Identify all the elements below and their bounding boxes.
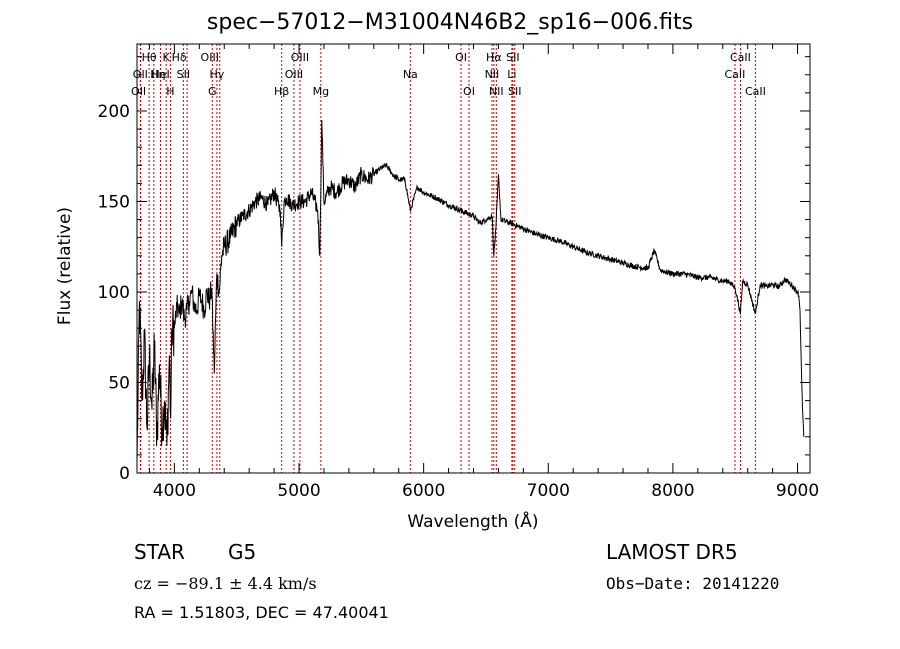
survey-name: LAMOST DR5 — [606, 540, 738, 564]
spectral-line-label: Hγ — [209, 68, 224, 81]
spectral-line-label: HeI — [151, 68, 169, 81]
spectral-line-label: NII — [489, 85, 504, 98]
plot-frame — [136, 43, 811, 474]
y-tick-label: 200 — [98, 102, 130, 122]
x-axis-label: Wavelength (Å) — [407, 512, 539, 532]
x-tick-label: 4000 — [153, 481, 196, 501]
spectral-line-label: SII — [506, 51, 519, 64]
spectral-line-label: OIII — [291, 51, 309, 64]
spectral-line-label: SII — [177, 68, 190, 81]
spectral-line-label: CaII — [730, 51, 751, 64]
spectral-line-label: SII — [508, 85, 521, 98]
spectral-line-label: Hα — [486, 51, 502, 64]
spectral-line-label: NII — [485, 68, 500, 81]
spectral-line-label: CaII — [725, 68, 746, 81]
object-class: STAR — [134, 540, 185, 564]
x-tick-label: 6000 — [402, 481, 445, 501]
x-tick-label: 7000 — [527, 481, 570, 501]
spectral-line-label: Hβ — [274, 85, 289, 98]
chart-title: spec−57012−M31004N46B2_sp16−006.fits — [206, 10, 694, 35]
spectral-line-label: OIII — [201, 51, 219, 64]
spectral-line-label: Mg — [313, 85, 329, 98]
redshift-readout: cz = −89.1 ± 4.4 km/s — [134, 574, 317, 593]
spectral-line-label: OI — [463, 85, 475, 98]
spectral-line-label: OIII — [285, 68, 303, 81]
spectral-line-label: K — [163, 51, 171, 64]
y-axis-label: Flux (relative) — [55, 207, 75, 325]
spectral-line-label: OII — [131, 85, 146, 98]
y-axis-ticks: 0 50 100 150 200 — [98, 56, 810, 484]
spectrum-series — [136, 119, 805, 464]
spectral-line-label: Hη — [150, 68, 165, 81]
x-axis-ticks: 4000 5000 6000 7000 8000 9000 — [148, 44, 819, 501]
spectral-line-label: Hδ — [172, 51, 187, 64]
y-tick-label: 50 — [108, 373, 130, 393]
spectral-line-label: Hθ — [142, 51, 157, 64]
spectral-line-label: OI — [455, 51, 467, 64]
coordinates-readout: RA = 1.51803, DEC = 47.40041 — [134, 603, 389, 622]
spectral-line-labels: HθOIIOIIHηHeIKHSIIHδGOIIIHγHβOIIIOIIIMgN… — [131, 51, 766, 98]
y-tick-label: 0 — [119, 464, 130, 484]
spectral-line-label: Li — [507, 68, 516, 81]
spectral-line-label: G — [208, 85, 217, 98]
x-tick-label: 9000 — [776, 481, 819, 501]
spectral-line-markers — [139, 44, 756, 473]
object-subclass: G5 — [228, 540, 257, 564]
observation-date: Obs−Date: 20141220 — [606, 574, 780, 593]
spectral-line-label: CaII — [745, 85, 766, 98]
y-tick-label: 150 — [98, 192, 130, 212]
spectral-line-label: Na — [403, 68, 418, 81]
spectral-line-label: H — [166, 85, 174, 98]
spectrum-line — [136, 119, 805, 464]
y-tick-label: 100 — [98, 283, 130, 303]
x-tick-label: 8000 — [651, 481, 694, 501]
x-tick-label: 5000 — [277, 481, 320, 501]
